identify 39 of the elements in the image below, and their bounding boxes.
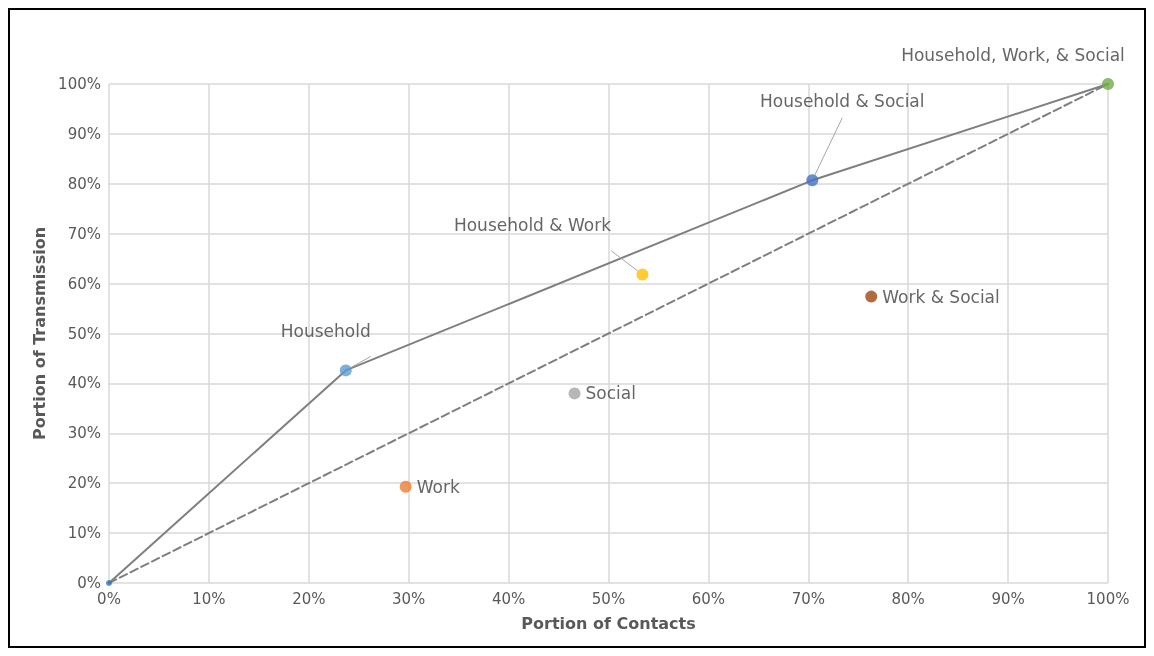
y-tick-label: 0%: [77, 574, 101, 592]
y-tick-label: 60%: [67, 274, 101, 293]
x-tick-label: 100%: [1086, 589, 1130, 608]
y-tick-label: 30%: [67, 424, 101, 443]
series-label: Work & Social: [882, 286, 1000, 307]
text: Household & Social: [760, 90, 925, 111]
point: [339, 364, 352, 377]
x-tick-label: 30%: [392, 589, 426, 608]
point: [1102, 78, 1114, 90]
text: Household & Work: [453, 215, 612, 236]
point: [636, 268, 649, 281]
series-label: Social: [585, 383, 636, 404]
x-tick-label: 70%: [791, 589, 825, 608]
x-tick-label: 60%: [691, 589, 726, 608]
y-tick-label: 90%: [67, 124, 101, 143]
point: [568, 387, 581, 400]
y-tick-label: 70%: [67, 224, 101, 243]
series-label: Household: [280, 320, 371, 341]
y-tick-label: 10%: [67, 524, 101, 543]
y-tick-label: 20%: [67, 474, 101, 493]
series-label: Household, Work, & Social: [901, 44, 1125, 65]
x-tick-label: 80%: [891, 589, 925, 608]
y-tick-label: 80%: [67, 174, 101, 193]
x-tick-label: 20%: [292, 589, 326, 608]
x-tick-label: 0%: [97, 589, 121, 608]
point: [399, 480, 412, 493]
series-label: Work: [416, 476, 460, 497]
y-axis-title: Portion of Transmission: [29, 226, 49, 441]
x-tick-label: 90%: [991, 589, 1025, 608]
x-tick-label: 50%: [591, 589, 626, 608]
y-tick-label: 40%: [67, 374, 101, 393]
x-tick-label: 40%: [491, 589, 526, 608]
point: [106, 580, 112, 586]
y-tick-label: 50%: [67, 324, 101, 343]
point: [865, 290, 878, 303]
x-axis-title: Portion of Contacts: [521, 613, 696, 633]
y-tick-label: 100%: [58, 75, 101, 93]
x-tick-label: 10%: [192, 589, 226, 608]
point: [806, 174, 819, 187]
